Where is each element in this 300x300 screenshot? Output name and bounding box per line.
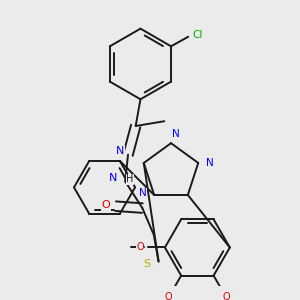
Text: O: O — [136, 242, 144, 253]
Text: N: N — [206, 158, 214, 168]
Text: N: N — [116, 146, 124, 156]
Text: O: O — [165, 292, 172, 300]
Text: N: N — [139, 188, 147, 198]
Text: O: O — [102, 200, 110, 210]
Text: Cl: Cl — [193, 30, 203, 40]
Text: H: H — [126, 174, 134, 184]
Text: N: N — [172, 129, 180, 139]
Text: S: S — [144, 260, 151, 269]
Text: O: O — [222, 292, 230, 300]
Text: N: N — [109, 172, 117, 182]
